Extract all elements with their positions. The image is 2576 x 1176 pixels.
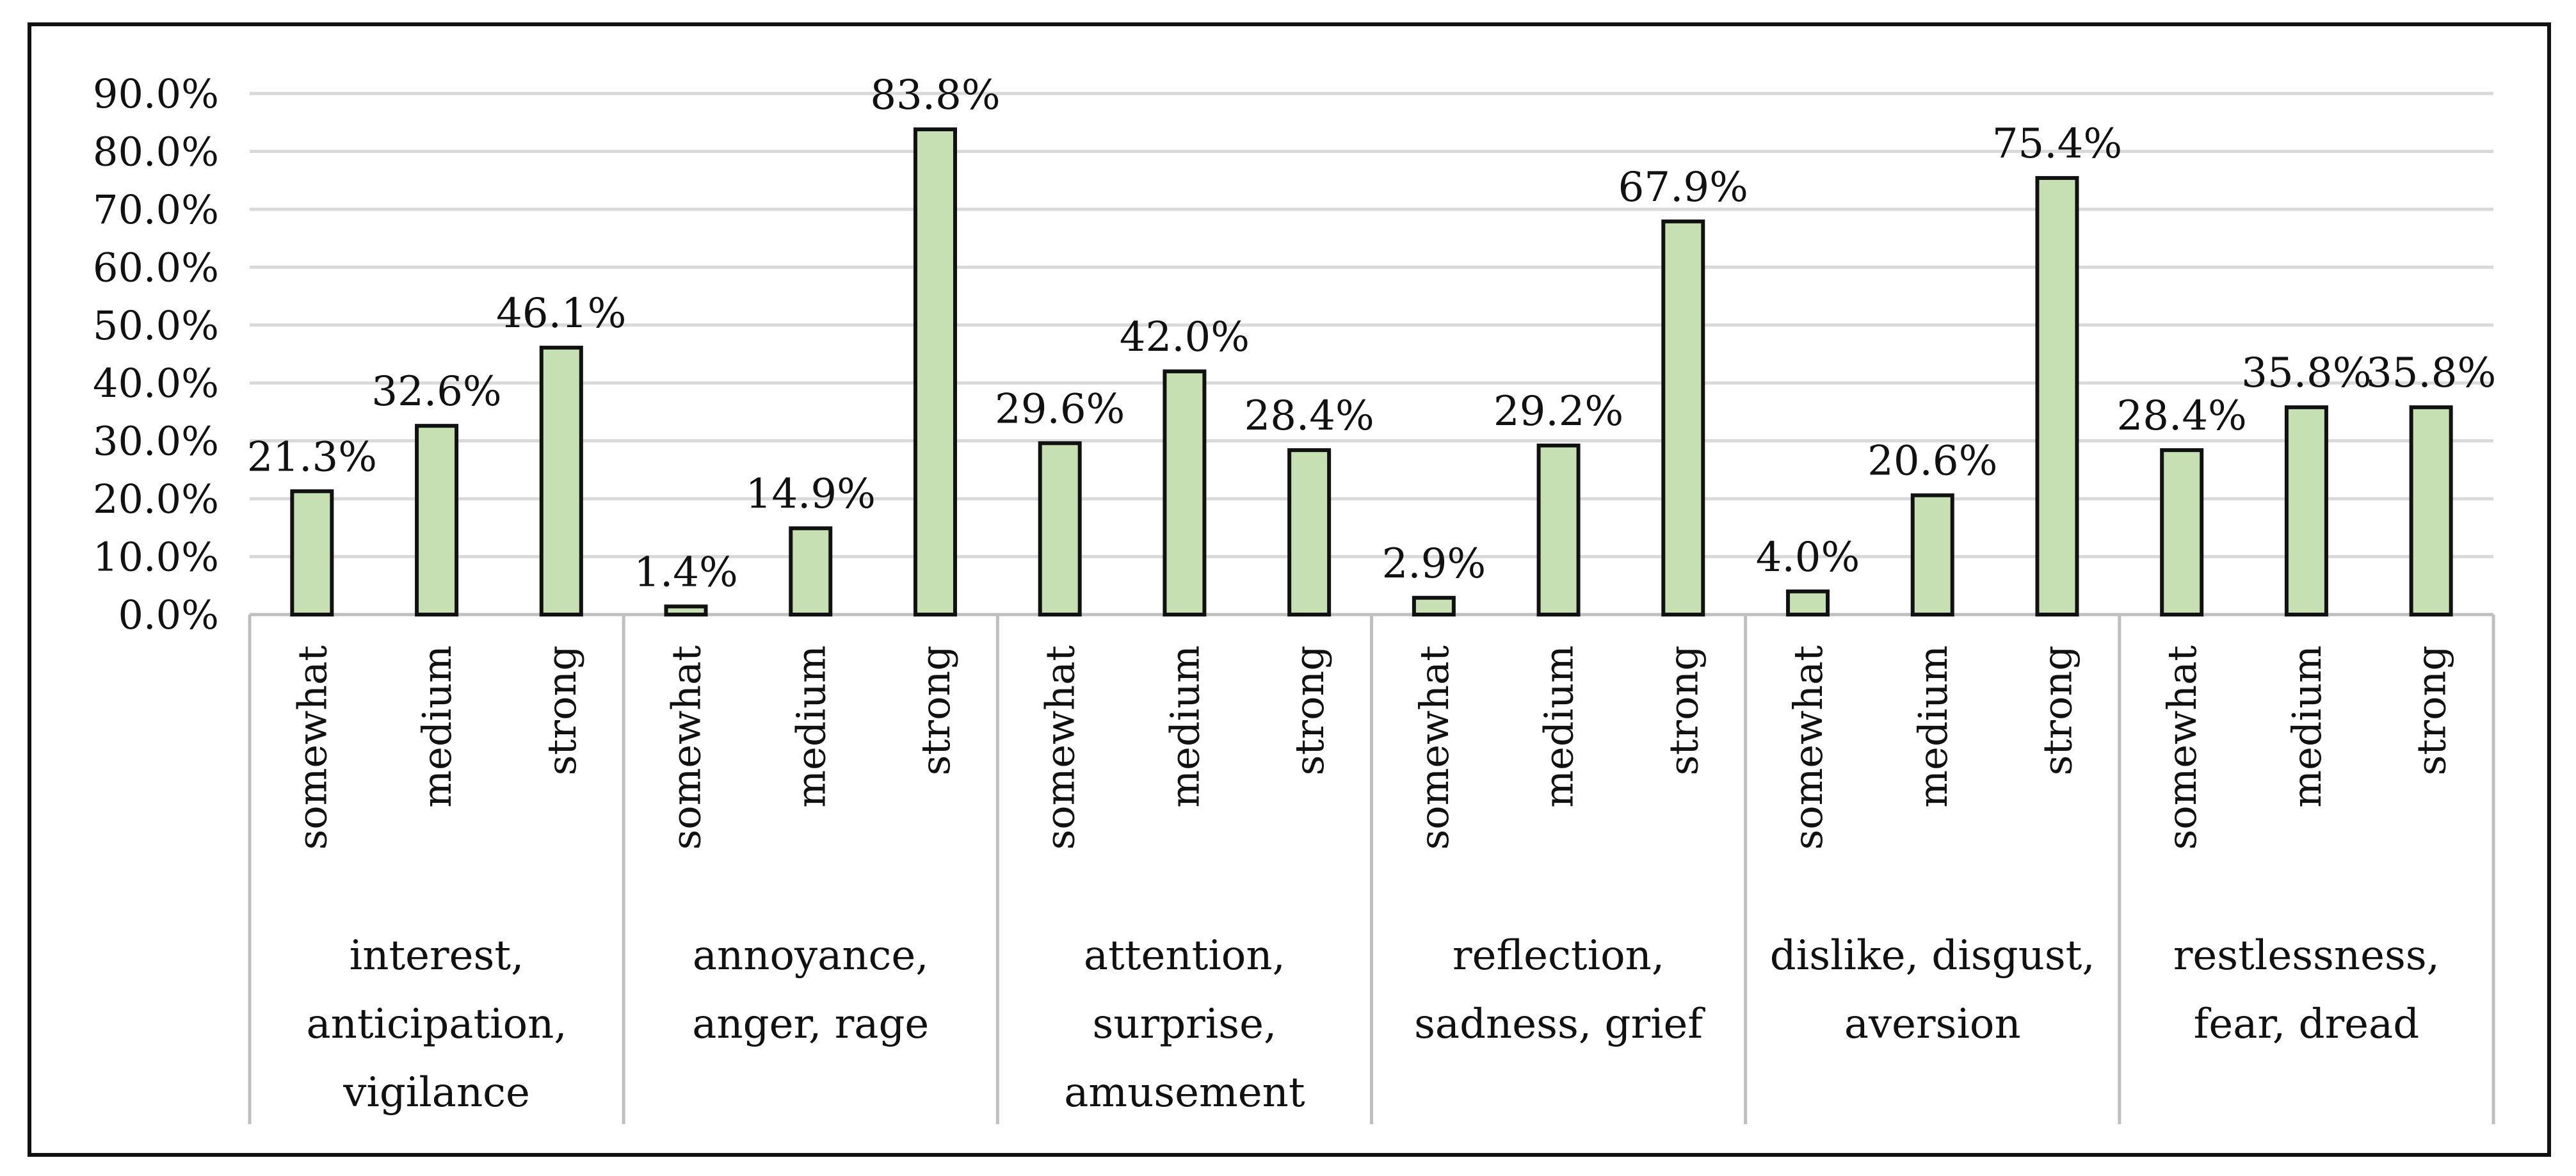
group-labels: interest, anticipation, vigilance annoyance… <box>306 932 2440 1116</box>
group-label: attention, <box>1084 932 1285 979</box>
bar <box>1163 369 1207 617</box>
data-label: 14.9% <box>746 471 876 518</box>
data-label: 46.1% <box>496 290 626 337</box>
group-label: amusement <box>1064 1069 1305 1116</box>
y-tick-label: 30.0% <box>93 418 219 465</box>
y-tick-label: 0.0% <box>118 592 219 638</box>
bar <box>2409 405 2453 616</box>
category-label: somewhat <box>663 645 710 850</box>
category-label: medium <box>787 645 834 808</box>
bar <box>1287 448 1332 616</box>
data-label: 4.0% <box>1756 534 1860 581</box>
group-label: sadness, grief <box>1414 1001 1705 1048</box>
category-label: somewhat <box>1785 645 1831 850</box>
bar <box>415 424 459 616</box>
bar <box>290 489 334 616</box>
data-label: 2.9% <box>1382 540 1486 588</box>
bar <box>539 346 583 616</box>
bar <box>1910 493 1954 616</box>
group-label: restlessness, <box>2173 932 2440 979</box>
group-label: vigilance <box>342 1069 530 1116</box>
data-label: 21.3% <box>247 433 377 481</box>
category-label: strong <box>538 645 585 775</box>
category-label: somewhat <box>2159 645 2205 850</box>
y-axis-ticks: 0.0% 10.0% 20.0% 30.0% 40.0% 50.0% 60.0% 70.0% 8… <box>93 70 219 638</box>
bar <box>913 127 957 616</box>
bars <box>290 127 2453 617</box>
bar <box>1661 219 1705 617</box>
group-label: fear, dread <box>2194 1001 2420 1048</box>
data-label: 75.4% <box>1992 120 2122 168</box>
data-label: 20.6% <box>1867 438 1997 485</box>
bar <box>1412 595 1456 617</box>
data-label: 28.4% <box>2117 392 2247 440</box>
bar <box>2160 448 2204 616</box>
category-label: medium <box>1910 645 1956 808</box>
bar <box>664 604 708 616</box>
category-label: strong <box>1660 645 1707 775</box>
category-label: strong <box>912 645 959 775</box>
group-label: anger, rage <box>692 1001 929 1048</box>
y-tick-label: 90.0% <box>93 70 219 117</box>
bar <box>789 526 833 617</box>
data-label: 29.6% <box>995 385 1125 433</box>
data-labels: 21.3% 32.6% 46.1% 1.4%14.9% 83.8% 29.6% 42.0% 2… <box>247 72 2497 596</box>
group-label: surprise, <box>1093 1001 1277 1048</box>
axis <box>248 613 2495 1124</box>
bar <box>1536 443 1581 616</box>
y-tick-label: 80.0% <box>93 128 219 175</box>
data-label: 1.4% <box>634 549 738 596</box>
category-label: somewhat <box>1037 645 1084 850</box>
category-label: medium <box>414 645 460 808</box>
data-label: 42.0% <box>1120 314 1250 361</box>
bar <box>1038 441 1082 616</box>
category-label: strong <box>2034 645 2081 775</box>
y-tick-label: 10.0% <box>93 534 219 581</box>
category-label: strong <box>1286 645 1333 775</box>
data-label: 35.8% <box>2241 350 2371 397</box>
data-label: 83.8% <box>870 72 1000 119</box>
category-label: somewhat <box>1411 645 1458 850</box>
category-label: medium <box>1536 645 1582 808</box>
category-label: medium <box>2283 645 2330 808</box>
group-label: annoyance, <box>693 932 929 979</box>
data-label: 35.8% <box>2366 350 2496 397</box>
gridlines <box>250 92 2493 559</box>
group-label: anticipation, <box>306 1001 567 1048</box>
data-label: 67.9% <box>1618 164 1748 211</box>
group-label: reflection, <box>1453 932 1664 979</box>
bar <box>1786 589 1830 616</box>
category-label: medium <box>1161 645 1208 808</box>
data-label: 28.4% <box>1244 392 1374 440</box>
y-tick-label: 20.0% <box>93 476 219 522</box>
group-label: interest, <box>350 932 524 979</box>
group-label: aversion <box>1844 1001 2021 1048</box>
category-label: strong <box>2408 645 2455 775</box>
y-tick-label: 40.0% <box>93 360 219 407</box>
bar <box>2284 405 2328 616</box>
y-tick-label: 60.0% <box>93 244 219 291</box>
y-tick-label: 70.0% <box>93 186 219 233</box>
y-tick-label: 50.0% <box>93 302 219 349</box>
category-label: somewhat <box>289 645 335 850</box>
group-label: dislike, disgust, <box>1770 932 2095 979</box>
category-labels: somewhat medium strong somewhat medium strong… <box>289 645 2454 850</box>
data-label: 32.6% <box>371 368 501 415</box>
bar <box>2035 176 2079 616</box>
data-label: 29.2% <box>1493 388 1623 435</box>
